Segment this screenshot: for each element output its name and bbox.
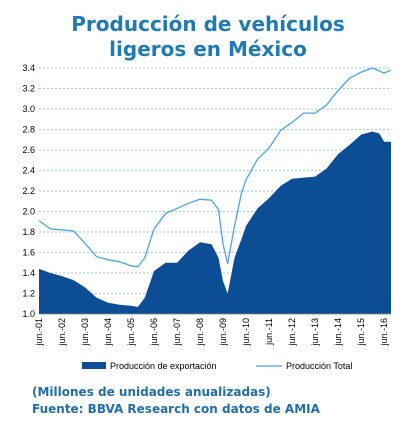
legend-swatch-export bbox=[82, 362, 106, 369]
source-note: Fuente: BBVA Research con datos de AMIA bbox=[32, 402, 320, 416]
x-tick-label: jun.-03 bbox=[80, 318, 90, 347]
x-tick-label: jun.-04 bbox=[103, 318, 113, 347]
x-tick-label: jun.-16 bbox=[379, 318, 389, 347]
y-tick-label: 1.8 bbox=[22, 227, 35, 237]
x-tick-label: jun.-13 bbox=[310, 318, 320, 347]
y-tick-label: 2.4 bbox=[22, 166, 35, 176]
legend-label-export: Producción de exportación bbox=[110, 361, 217, 371]
x-tick-label: jun.-15 bbox=[356, 318, 366, 347]
y-tick-label: 3.4 bbox=[22, 63, 35, 73]
x-tick-label: jun.-01 bbox=[34, 318, 44, 347]
x-tick-label: jun.-05 bbox=[126, 318, 136, 347]
y-tick-label: 1.2 bbox=[22, 289, 35, 299]
y-tick-label: 1.4 bbox=[22, 268, 35, 278]
x-tick-label: jun.-07 bbox=[172, 318, 182, 347]
y-tick-label: 2.8 bbox=[22, 125, 35, 135]
x-tick-label: jun.-11 bbox=[264, 318, 274, 346]
y-tick-label: 1.0 bbox=[22, 309, 35, 319]
y-tick-label: 3.0 bbox=[22, 104, 35, 114]
x-tick-label: jun.-09 bbox=[218, 318, 228, 347]
x-tick-label: jun.-14 bbox=[333, 318, 343, 347]
y-tick-label: 1.6 bbox=[22, 248, 35, 258]
units-note: (Millones de unidades anualizadas) bbox=[32, 385, 271, 399]
chart-title: Producción de vehículos ligeros en Méxic… bbox=[71, 12, 345, 61]
y-tick-label: 2.6 bbox=[22, 145, 35, 155]
x-tick-label: jun.-12 bbox=[287, 318, 297, 347]
y-tick-label: 2.2 bbox=[22, 186, 35, 196]
x-tick-label: jun.-10 bbox=[241, 318, 251, 347]
y-tick-label: 3.2 bbox=[22, 84, 35, 94]
y-tick-label: 2.0 bbox=[22, 207, 35, 217]
series-line-total bbox=[38, 67, 392, 268]
x-tick-label: jun.-08 bbox=[195, 318, 205, 347]
x-tick-label: jun.-06 bbox=[149, 318, 159, 347]
x-tick-label: jun.-02 bbox=[57, 318, 67, 347]
legend-label-total: Producción Total bbox=[286, 361, 352, 371]
series-area-export bbox=[39, 131, 391, 314]
